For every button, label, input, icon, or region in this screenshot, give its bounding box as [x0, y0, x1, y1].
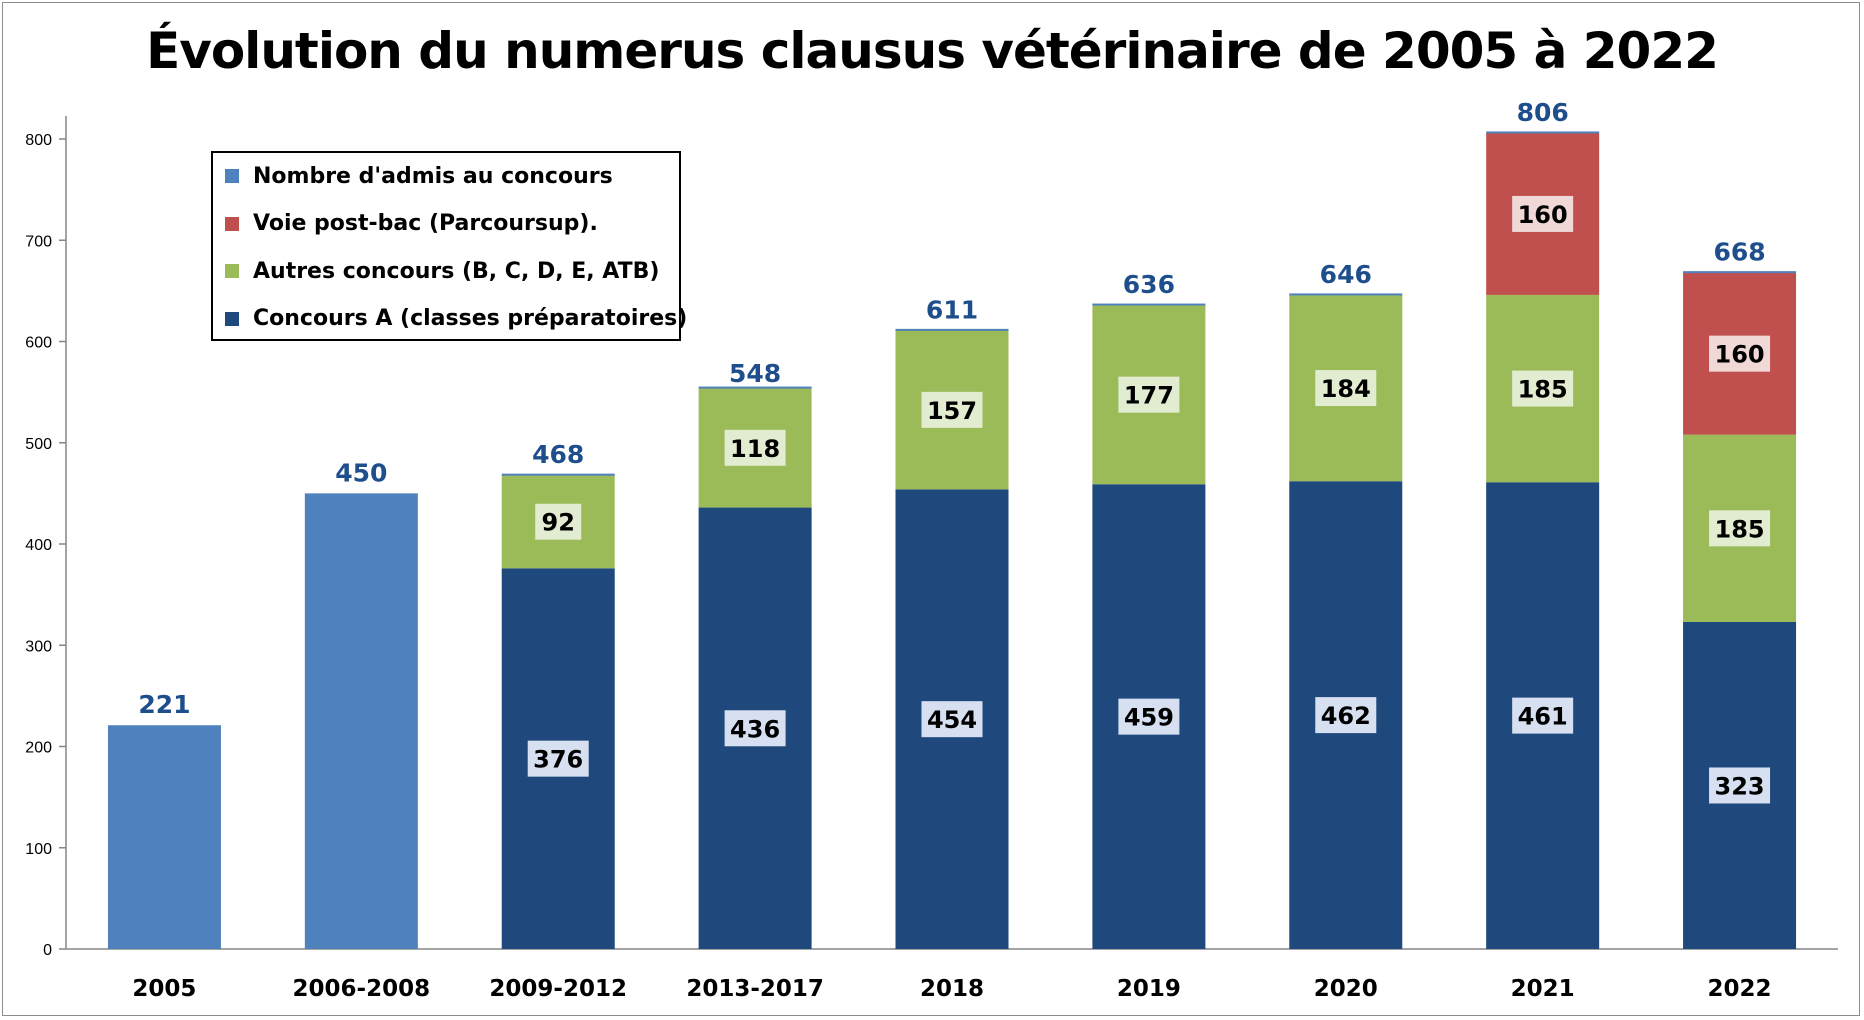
y-tick-label: 800	[25, 132, 52, 149]
y-tick-label: 700	[25, 233, 52, 250]
total-label: 548	[729, 359, 781, 388]
data-label: 118	[730, 435, 780, 463]
legend-swatch	[225, 216, 239, 231]
bar-cap	[501, 473, 615, 476]
data-label: 436	[730, 715, 780, 743]
data-label-background	[1709, 510, 1771, 547]
data-label-background	[1315, 370, 1377, 407]
data-label-background	[1709, 767, 1771, 804]
total-label: 611	[926, 295, 978, 324]
data-label-background	[1512, 370, 1574, 407]
data-label-background	[527, 740, 589, 777]
x-tick-label: 2013-2017	[686, 976, 824, 1002]
data-label: 160	[1715, 341, 1765, 369]
legend-label: Concours A (classes préparatoires)	[253, 306, 688, 331]
x-tick-label: 2022	[1708, 976, 1772, 1002]
data-label: 376	[533, 746, 583, 774]
legend-item: Concours A (classes préparatoires)	[225, 304, 687, 334]
legend-label: Autres concours (B, C, D, E, ATB)	[253, 258, 660, 284]
legend-swatch	[225, 169, 239, 183]
bar-cap	[895, 328, 1009, 331]
data-label-background	[1709, 335, 1771, 372]
bar-segment	[304, 493, 418, 949]
x-tick-label: 2006-2008	[293, 976, 431, 1002]
y-tick-label: 500	[25, 436, 52, 453]
data-label-background	[535, 503, 582, 540]
y-tick-label: 200	[25, 740, 52, 757]
data-label: 459	[1124, 704, 1174, 732]
total-label: 668	[1713, 238, 1765, 267]
x-tick-label: 2005	[132, 976, 196, 1002]
total-label: 806	[1517, 98, 1569, 127]
bar-cap	[1289, 293, 1403, 296]
data-label: 157	[927, 397, 977, 425]
total-label: 636	[1123, 270, 1175, 299]
legend: Nombre d'admis au concours Voie post-bac …	[211, 151, 687, 341]
data-label-background	[1118, 698, 1180, 735]
legend-item: Nombre d'admis au concours	[225, 161, 613, 191]
x-tick-label: 2019	[1117, 976, 1181, 1002]
data-label-background	[1512, 697, 1574, 734]
legend-item: Autres concours (B, C, D, E, ATB)	[225, 256, 659, 286]
data-label: 160	[1518, 201, 1568, 229]
x-tick-label: 2009-2012	[489, 976, 627, 1002]
y-tick-label: 600	[25, 335, 52, 352]
data-label-background	[1315, 697, 1377, 734]
legend-label: Nombre d'admis au concours	[253, 163, 613, 189]
data-label-background	[1512, 195, 1574, 232]
y-tick-label: 100	[25, 841, 52, 858]
total-label: 450	[335, 458, 387, 487]
legend-item: Voie post-bac (Parcoursup).	[225, 209, 598, 239]
data-label-background	[724, 710, 786, 747]
bar-cap	[1683, 271, 1797, 274]
y-tick-label: 300	[25, 638, 52, 655]
total-label: 221	[138, 690, 190, 719]
data-label: 454	[927, 706, 977, 734]
data-label: 184	[1321, 375, 1371, 403]
total-label: 646	[1320, 260, 1372, 289]
y-tick-label: 400	[25, 537, 52, 554]
legend-label: Voie post-bac (Parcoursup).	[253, 211, 598, 236]
data-label: 461	[1518, 703, 1568, 731]
data-label: 462	[1321, 702, 1371, 730]
data-label: 185	[1715, 515, 1765, 543]
data-label-background	[724, 429, 786, 466]
total-label: 468	[532, 440, 584, 469]
x-tick-label: 2018	[920, 976, 984, 1002]
data-label: 177	[1124, 382, 1174, 410]
x-tick-label: 2020	[1314, 976, 1378, 1002]
data-label-background	[921, 701, 983, 738]
data-label: 185	[1518, 376, 1568, 404]
bar-segment	[107, 725, 221, 949]
data-label-background	[1118, 376, 1180, 413]
bar-cap	[1092, 303, 1206, 306]
legend-swatch	[225, 311, 239, 326]
chart-title: Évolution du numerus clausus vétérinaire…	[146, 22, 1719, 80]
bar-cap	[1486, 131, 1600, 134]
legend-swatch	[225, 264, 239, 278]
x-tick-label: 2021	[1511, 976, 1575, 1002]
data-label: 323	[1715, 772, 1765, 800]
data-label: 92	[542, 509, 575, 537]
data-label-background	[921, 391, 983, 428]
y-tick-label: 0	[43, 942, 52, 959]
bar-cap	[698, 386, 812, 389]
